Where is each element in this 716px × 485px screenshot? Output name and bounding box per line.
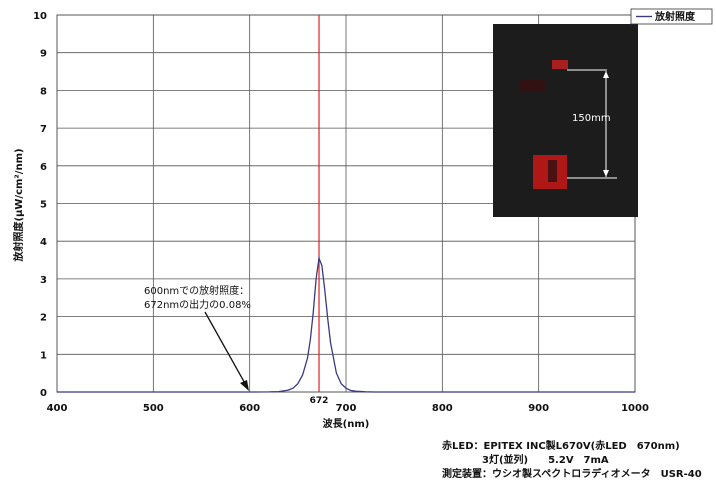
x-tick-label: 900 [528, 403, 549, 414]
led-light-top [552, 60, 568, 69]
x-tick-label: 800 [432, 403, 453, 414]
legend-label: 放射照度 [654, 10, 696, 23]
y-tick-label: 1 [40, 350, 47, 361]
x-tick-labels: 400 500 600 700 800 900 1000 [47, 403, 649, 414]
x-axis-title: 波長(nm) [323, 417, 370, 430]
y-tick-label: 6 [40, 162, 47, 173]
note-line-1: 赤LED：EPITEX INC製L670V(赤LED 670nm) [442, 441, 680, 452]
note-line-2: 3灯(並列) 5.2V 7mA [442, 455, 609, 466]
legend: 放射照度 [630, 8, 713, 25]
y-tick-label: 4 [40, 237, 47, 248]
inset-distance-label: 150mm [572, 113, 611, 124]
annotation-line-2: 672nmの出力の0.08% [144, 298, 251, 311]
y-tick-label: 5 [40, 200, 47, 211]
y-tick-label: 0 [40, 388, 47, 399]
annotation-line-1: 600nmでの放射照度： [144, 284, 249, 297]
series-line-irradiance [57, 255, 635, 393]
y-tick-label: 3 [40, 275, 47, 286]
y-tick-labels: 0 1 2 3 4 5 6 7 8 9 10 [33, 11, 47, 399]
inset-photo: 150mm [493, 24, 638, 217]
annotation-arrow [204, 311, 248, 388]
annotation-arrowhead [240, 380, 249, 391]
note-line-3: 測定装置：ウシオ製スペクトロラディオメータ USR-40 [442, 469, 702, 480]
x-tick-label: 600 [239, 403, 260, 414]
y-axis-title: 放射照度(μW/cm²/nm) [12, 148, 25, 262]
peak-marker-label: 672 [310, 396, 329, 406]
y-tick-label: 7 [40, 124, 47, 135]
x-tick-label: 500 [143, 403, 164, 414]
y-tick-label: 10 [33, 11, 47, 22]
x-tick-label: 1000 [621, 403, 649, 414]
measurement-notes: 赤LED：EPITEX INC製L670V(赤LED 670nm) 3灯(並列)… [442, 440, 702, 482]
y-tick-label: 9 [40, 49, 47, 60]
y-tick-label: 8 [40, 86, 47, 97]
x-tick-label: 700 [336, 403, 357, 414]
annotation: 600nmでの放射照度： 672nmの出力の0.08% [144, 284, 251, 391]
y-tick-label: 2 [40, 313, 47, 324]
x-tick-label: 400 [47, 403, 68, 414]
